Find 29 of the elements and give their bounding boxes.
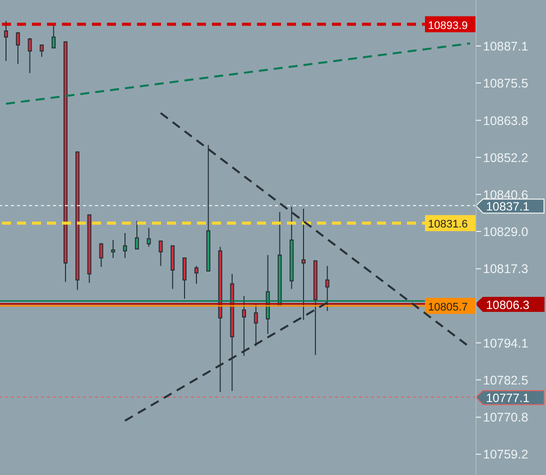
- y-tick-label: 10852.2: [483, 150, 528, 165]
- y-tick-label: 10887.1: [483, 39, 528, 54]
- ref-line-label: 10805.7: [428, 301, 468, 314]
- y-tick-label: 10840.6: [483, 188, 528, 202]
- candlestick: [134, 220, 139, 250]
- candlestick: [4, 20, 8, 62]
- y-tick-label: 10782.5: [483, 373, 528, 388]
- candlestick: [146, 227, 151, 248]
- candlestick: [182, 257, 187, 300]
- ref-line-label: 10777.1: [486, 391, 530, 406]
- candlestick: [158, 240, 163, 266]
- ref-line-label: 10893.9: [428, 20, 468, 32]
- y-tick-label: 10875.5: [483, 76, 528, 90]
- y-tick-label: 10770.8: [483, 410, 528, 425]
- candlestick: [28, 37, 32, 74]
- candlestick: [111, 240, 116, 258]
- candlestick: [99, 242, 104, 268]
- y-tick-label: 10829.0: [483, 224, 528, 239]
- y-tick-label: 10759.2: [483, 448, 528, 462]
- candlestick: [16, 31, 20, 64]
- candlestick: [123, 232, 128, 258]
- y-tick-label: 10794.1: [483, 336, 528, 350]
- candlestick: [40, 44, 44, 58]
- y-tick-label: 10817.3: [483, 262, 528, 276]
- ref-line-label: 10806.3: [486, 298, 530, 312]
- ref-line-label: 10837.1: [486, 200, 530, 214]
- y-tick-label: 10863.8: [483, 114, 528, 128]
- ref-line-label: 10831.6: [428, 218, 468, 231]
- candlestick: [194, 265, 198, 284]
